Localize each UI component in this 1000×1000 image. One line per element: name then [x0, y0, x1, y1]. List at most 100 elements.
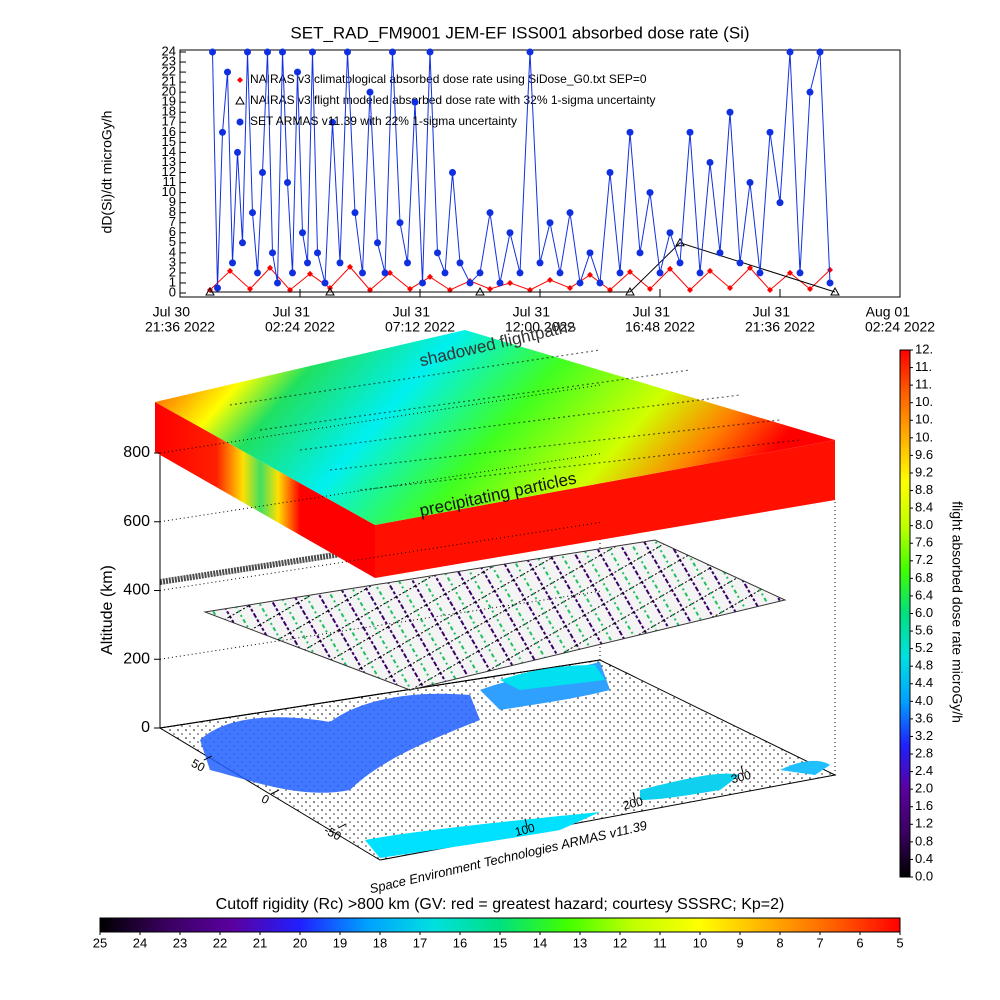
data-point: [707, 267, 713, 274]
colorbar-tick-label: 6.4: [915, 587, 933, 602]
colorbar-tick-label: 11: [653, 935, 667, 950]
data-point: [506, 229, 514, 237]
data-point: [389, 48, 396, 56]
data-point: [830, 286, 840, 296]
data-point: [646, 189, 654, 197]
x-tick-label: Jul 31: [753, 304, 791, 320]
data-point: [587, 271, 593, 278]
data-point: [254, 269, 261, 277]
data-point: [656, 269, 664, 277]
data-point: [786, 48, 794, 56]
x-tick-label: 12:00 2022: [505, 319, 575, 335]
data-point: [205, 286, 215, 296]
data-point: [507, 279, 513, 286]
colorbar-tick-label: 9.2: [915, 464, 933, 479]
colorbar-tick-label: 14: [533, 935, 547, 950]
shadow-track: [159, 545, 381, 585]
legend-label: NAIRAS v3 flight modeled absorbed dose r…: [250, 93, 656, 107]
data-point: [239, 239, 246, 247]
colorbar-label: Cutoff rigidity (Rc) >800 km (GV: red = …: [216, 896, 785, 913]
colorbar-tick-label: 1.6: [915, 798, 933, 813]
colorbar-tick-label: 13: [573, 935, 587, 950]
data-point: [209, 48, 216, 56]
data-point: [666, 229, 674, 237]
data-point: [706, 158, 714, 166]
data-point: [526, 48, 534, 56]
colorbar-tick-label: 21: [253, 935, 267, 950]
y-tick-label: 15: [162, 134, 176, 149]
legend-label: SET ARMAS v11.39 with 22% 1-sigma uncert…: [250, 114, 517, 128]
y-tick-label: 21: [162, 74, 176, 89]
z-tick-label: 400: [123, 582, 150, 599]
data-point: [274, 279, 281, 287]
y-tick-label: 9: [169, 194, 176, 209]
colorbar-tick-label: 16: [453, 935, 467, 950]
data-point: [307, 270, 313, 277]
data-point: [827, 266, 833, 273]
data-point: [766, 128, 774, 136]
z-axis-label: Altitude (km): [99, 565, 116, 655]
data-point: [441, 269, 449, 277]
colorbar-tick-label: 20: [293, 935, 307, 950]
colorbar-tick-label: 18: [373, 935, 387, 950]
y-axis-label: dD(Si)/dt microGy/h: [99, 111, 115, 234]
colorbar-tick-label: 12.: [915, 341, 933, 356]
y-tick-label: 20: [162, 84, 176, 99]
colorbar-tick-label: 6: [856, 935, 863, 950]
x-tick: [632, 792, 636, 801]
data-point: [475, 286, 485, 296]
colorbar-tick-label: 15: [493, 935, 507, 950]
data-point: [214, 284, 221, 292]
series-line: [210, 242, 836, 293]
y-tick: [203, 755, 213, 761]
colorbar-tick-label: 6.8: [915, 570, 933, 585]
data-point: [407, 285, 413, 292]
colorbar-tick-label: 7: [816, 935, 823, 950]
colorbar-tick-label: 8.8: [915, 482, 933, 497]
colorbar-tick-label: 8.0: [915, 517, 933, 532]
y-tick-label: 5: [169, 234, 176, 249]
x-tick-label: Jul 31: [393, 304, 431, 320]
y-tick-label: 2: [169, 264, 176, 279]
legend-symbol: [237, 77, 243, 83]
data-point: [304, 259, 311, 267]
colorbar-tick-label: 10: [693, 935, 707, 950]
colorbar-tick-label: 9: [736, 935, 743, 950]
data-point: [325, 286, 335, 296]
colorbar-tick-label: 11.: [915, 359, 932, 374]
data-point: [826, 279, 834, 287]
colorbar-tick-label: 24: [133, 935, 147, 950]
x-tick-label: 100: [513, 821, 536, 840]
data-point: [546, 219, 554, 227]
x-tick-label: 21:36 2022: [745, 319, 815, 335]
y-tick-label: 22: [162, 64, 176, 79]
data-point: [219, 128, 226, 136]
colorbar-tick-label: 7.6: [915, 535, 933, 550]
data-point: [351, 209, 359, 217]
data-point: [625, 286, 635, 296]
colorbar-tick-label: 0.4: [915, 851, 933, 866]
data-point: [746, 179, 754, 187]
y-tick-label: 23: [162, 53, 176, 68]
legend-symbol: [236, 118, 244, 126]
colorbar-tick-label: 23: [173, 935, 187, 950]
x-tick-label: 200: [621, 794, 644, 813]
data-point: [566, 209, 574, 217]
data-point: [294, 68, 301, 76]
map-land: [365, 812, 600, 858]
data-point: [284, 179, 291, 187]
x-tick-label: Jul 30: [153, 304, 191, 320]
y-tick-label: 13: [162, 154, 176, 169]
data-point: [359, 269, 366, 277]
y-tick-label: 12: [162, 164, 176, 179]
data-point: [767, 286, 773, 293]
data-point: [547, 276, 553, 283]
y-tick-label: 1: [169, 274, 176, 289]
colorbar-tick-label: 2.0: [915, 781, 933, 796]
data-point: [596, 279, 604, 287]
data-point: [224, 68, 231, 76]
data-point: [381, 269, 389, 277]
data-point: [344, 48, 351, 56]
data-point: [309, 48, 316, 56]
